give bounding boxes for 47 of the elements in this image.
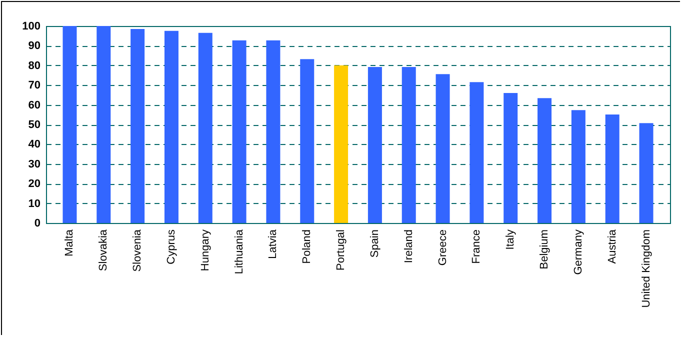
x-tick-label: Latvia	[267, 228, 280, 259]
y-tick-label: 40	[28, 138, 40, 151]
x-tick-label: United Kingdom	[640, 230, 652, 308]
bar	[300, 59, 314, 223]
bar	[164, 30, 178, 223]
x-tick-label: Italy	[504, 229, 517, 250]
y-tick-label: 70	[28, 80, 40, 92]
x-tick-label: Spain	[368, 230, 381, 258]
x-tick-label: Belgium	[538, 230, 551, 270]
x-tick-label: Greece	[436, 230, 449, 266]
bar	[232, 40, 246, 223]
bar	[571, 110, 586, 223]
bar	[334, 65, 348, 223]
y-tick-label: 10	[28, 198, 40, 210]
x-tick-label: Ireland	[402, 230, 415, 264]
y-tick-label: 50	[28, 119, 40, 131]
bar	[538, 98, 552, 223]
x-tick-label: Malta	[64, 228, 76, 256]
bar	[639, 123, 654, 223]
bar	[402, 66, 416, 223]
bar	[470, 82, 484, 223]
bar	[62, 26, 77, 223]
bar	[504, 92, 518, 223]
x-tick-label: Austria	[606, 228, 618, 264]
y-tick-label: 90	[28, 40, 40, 52]
x-tick-label: Poland	[301, 230, 314, 264]
y-tick-label: 60	[28, 99, 40, 112]
y-tick-label: 80	[28, 60, 40, 72]
bar	[96, 26, 111, 223]
bar	[368, 66, 382, 223]
bar	[605, 114, 620, 223]
y-tick-label: 100	[22, 20, 40, 32]
x-tick-label: Slovenia	[132, 228, 144, 272]
x-tick-label: Germany	[572, 229, 584, 275]
bar	[436, 74, 450, 223]
bar	[130, 28, 145, 223]
y-tick-label: 0	[34, 218, 40, 230]
x-tick-label: Cyprus	[165, 229, 178, 264]
x-tick-label: Slovakia	[98, 228, 110, 272]
bar	[266, 40, 280, 223]
x-tick-label: Hungary	[199, 229, 212, 272]
x-tick-label: France	[470, 230, 483, 264]
y-tick-label: 20	[28, 178, 40, 190]
x-tick-label: Lithuania	[233, 228, 246, 274]
y-tick-label: 30	[28, 158, 40, 170]
bar	[198, 32, 212, 223]
x-tick-label: Portugal	[335, 230, 348, 270]
